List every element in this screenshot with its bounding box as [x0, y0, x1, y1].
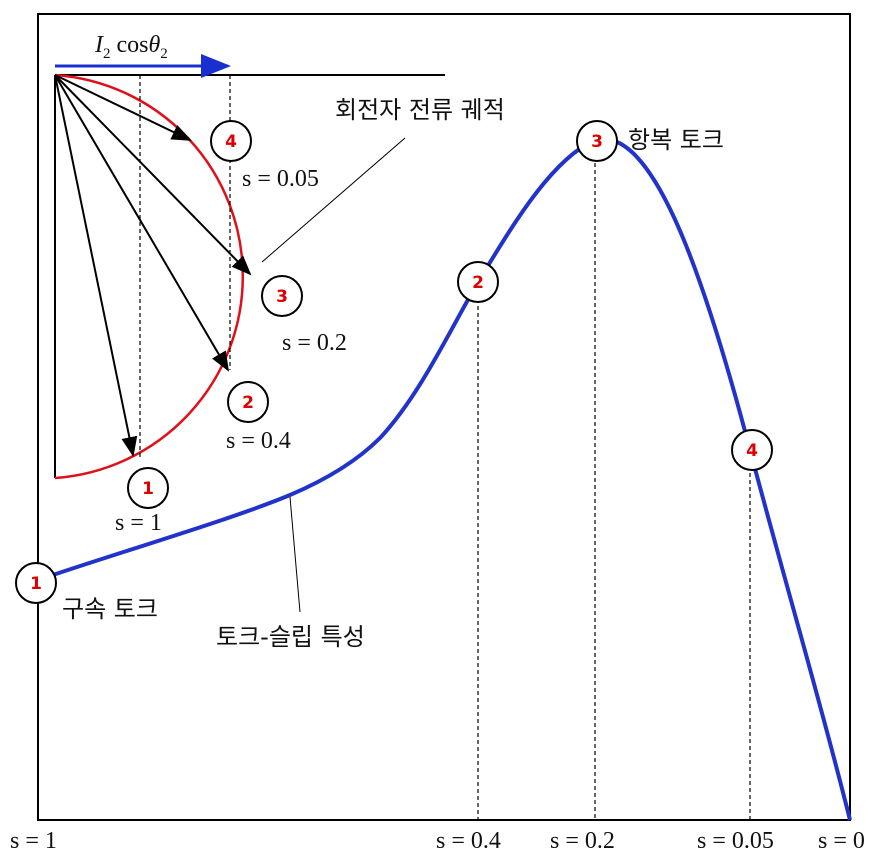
marker-number: 1 [30, 574, 42, 594]
marker-number: 3 [276, 287, 288, 307]
slip-label: s = 0.2 [282, 330, 347, 356]
axis-label: s = 0.4 [436, 828, 501, 854]
annotation: 구속 토크 [62, 595, 158, 623]
marker-circle [261, 275, 303, 317]
marker-number: 4 [746, 441, 758, 461]
torque-slip-curve [37, 136, 852, 821]
rotor-current-locus [54, 73, 245, 480]
marker-number: 2 [242, 393, 254, 413]
leader-line [289, 496, 301, 613]
current-vector [54, 74, 230, 372]
slip-label: s = 1 [115, 510, 162, 536]
marker-number: 4 [225, 132, 237, 152]
marker-circle [15, 562, 57, 604]
marker-circle [457, 261, 499, 303]
marker-number: 2 [472, 273, 484, 293]
annotation: 토크-슬립 특성 [216, 623, 365, 651]
slip-label: s = 0.4 [226, 428, 291, 454]
leader-line [261, 137, 406, 263]
current-vector-label: I2 cosθ2 [94, 32, 168, 62]
axis-label: s = 0 [818, 828, 865, 854]
axis-label: s = 0.2 [550, 828, 615, 854]
current-vector [54, 74, 192, 141]
marker-circle [127, 467, 169, 509]
subscript: 2 [103, 46, 111, 62]
marker-circle [731, 429, 773, 471]
angle: θ [149, 32, 161, 58]
slip-label: s = 0.05 [242, 166, 319, 192]
symbol: I [94, 32, 104, 58]
axis-label: s = 0.05 [697, 828, 774, 854]
subscript: 2 [160, 46, 168, 62]
marker-number: 3 [591, 132, 603, 152]
marker-circle [227, 381, 269, 423]
current-vector [54, 74, 252, 276]
marker-circle [576, 120, 618, 162]
function: cos [117, 32, 149, 58]
axis-label: s = 1 [10, 828, 57, 854]
marker-number: 1 [142, 479, 154, 499]
current-vector [54, 74, 138, 457]
frame [37, 13, 851, 821]
annotation: 항복 토크 [628, 126, 724, 154]
marker-circle [210, 120, 252, 162]
annotation: 회전자 전류 궤적 [335, 96, 505, 124]
